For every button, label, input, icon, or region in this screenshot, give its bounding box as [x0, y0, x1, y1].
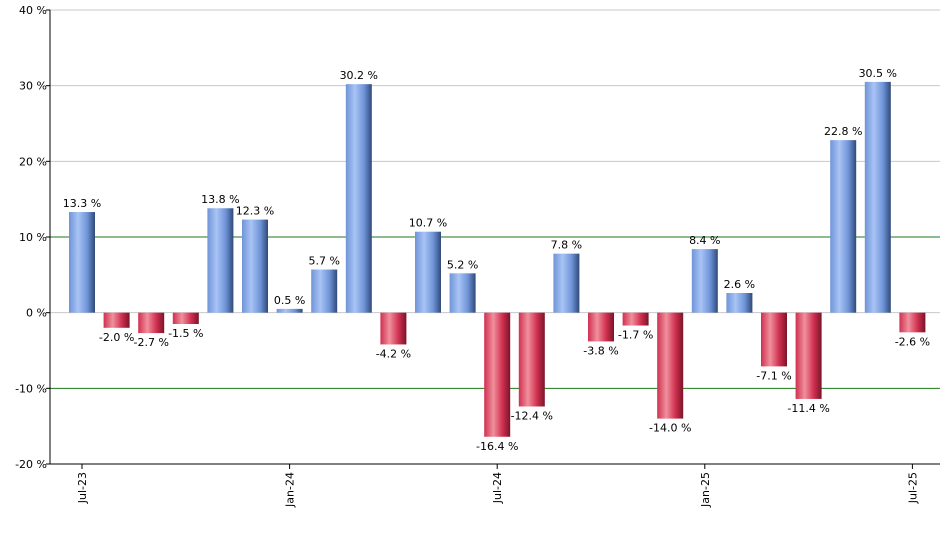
bar-Mar-24	[345, 84, 372, 313]
bar-Jul-23	[69, 212, 95, 313]
value-label-May-24: 10.7 %	[409, 217, 447, 230]
bar-Jun-25	[864, 81, 891, 313]
value-label-Oct-23: -1.5 %	[168, 327, 203, 340]
value-label-Jul-25: -2.6 %	[895, 335, 930, 348]
bar-Mar-25	[761, 312, 787, 367]
y-tick-label-30: 30 %	[19, 80, 47, 93]
x-tick-label-Jul-23: Jul-23	[76, 472, 89, 504]
value-label-Dec-23: 12.3 %	[236, 205, 274, 218]
value-label-Jul-23: 13.3 %	[63, 197, 101, 210]
value-label-Sep-23: -2.7 %	[133, 336, 168, 349]
value-label-Aug-23: -2.0 %	[99, 331, 134, 344]
value-labels: 13.3 % -2.0 % -2.7 %-1.5 % 13.8 %12.3 % 0.5 …	[63, 67, 930, 453]
bar-Feb-25	[726, 292, 753, 313]
bar-Dec-24	[657, 312, 684, 419]
y-tick-label--10: -10 %	[15, 382, 47, 395]
value-label-Feb-25: 2.6 %	[724, 278, 755, 291]
bar-Aug-24	[518, 312, 545, 407]
bar-May-24	[415, 231, 441, 313]
value-label-Nov-23: 13.8 %	[201, 193, 239, 206]
value-label-Oct-24: -3.8 %	[583, 344, 618, 357]
value-label-Jun-25: 30.5 %	[859, 67, 897, 80]
bar-Nov-23	[207, 208, 234, 313]
x-tick-label-Jul-24: Jul-24	[491, 472, 504, 504]
value-label-Nov-24: -1.7 %	[618, 329, 653, 342]
value-label-Aug-24: -12.4 %	[511, 409, 553, 422]
value-label-May-25: 22.8 %	[824, 125, 862, 138]
bar-Dec-23	[242, 219, 268, 313]
value-label-Jan-25: 8.4 %	[689, 234, 720, 247]
bar-Sep-24	[553, 253, 580, 313]
y-tick-label-10: 10 %	[19, 231, 47, 244]
value-label-Jan-24: 0.5 %	[274, 294, 305, 307]
x-tick-label-Jul-25: Jul-25	[906, 472, 919, 504]
bar-Aug-23	[103, 312, 130, 328]
bar-May-25	[830, 140, 857, 313]
bar-Oct-24	[588, 312, 614, 342]
bar-Jan-25	[691, 249, 718, 313]
bar-Oct-23	[172, 312, 199, 325]
y-tick-label--20: -20 %	[15, 458, 47, 471]
bar-Jul-25	[899, 312, 926, 333]
y-tick-label-20: 20 %	[19, 155, 47, 168]
value-label-Jul-24: -16.4 %	[476, 440, 518, 453]
bar-Jun-24	[449, 273, 476, 313]
bar-Jan-24	[276, 308, 303, 313]
value-label-Jun-24: 5.2 %	[447, 258, 478, 271]
bar-Nov-24	[622, 312, 649, 326]
axes: 40 % 30 % 20 % 10 % 0 % -10 % -20 % Jul-23 Jan-2…	[15, 4, 940, 508]
value-label-Apr-25: -11.4 %	[787, 402, 829, 415]
value-label-Feb-24: 5.7 %	[308, 255, 339, 268]
value-label-Apr-24: -4.2 %	[376, 347, 411, 360]
bar-Jul-24	[484, 312, 511, 437]
bars	[69, 81, 926, 437]
bar-Apr-25	[795, 312, 822, 399]
y-tick-label-40: 40 %	[19, 4, 47, 17]
value-label-Mar-24: 30.2 %	[340, 69, 378, 82]
bar-Sep-23	[138, 312, 165, 334]
value-label-Sep-24: 7.8 %	[551, 239, 582, 252]
x-tick-label-Jan-25: Jan-25	[699, 472, 712, 508]
bar-Feb-24	[311, 269, 338, 313]
y-tick-label-0: 0 %	[26, 307, 47, 320]
value-label-Dec-24: -14.0 %	[649, 422, 691, 435]
value-label-Mar-25: -7.1 %	[756, 369, 791, 382]
x-tick-label-Jan-24: Jan-24	[284, 472, 297, 508]
bar-Apr-24	[380, 312, 407, 345]
